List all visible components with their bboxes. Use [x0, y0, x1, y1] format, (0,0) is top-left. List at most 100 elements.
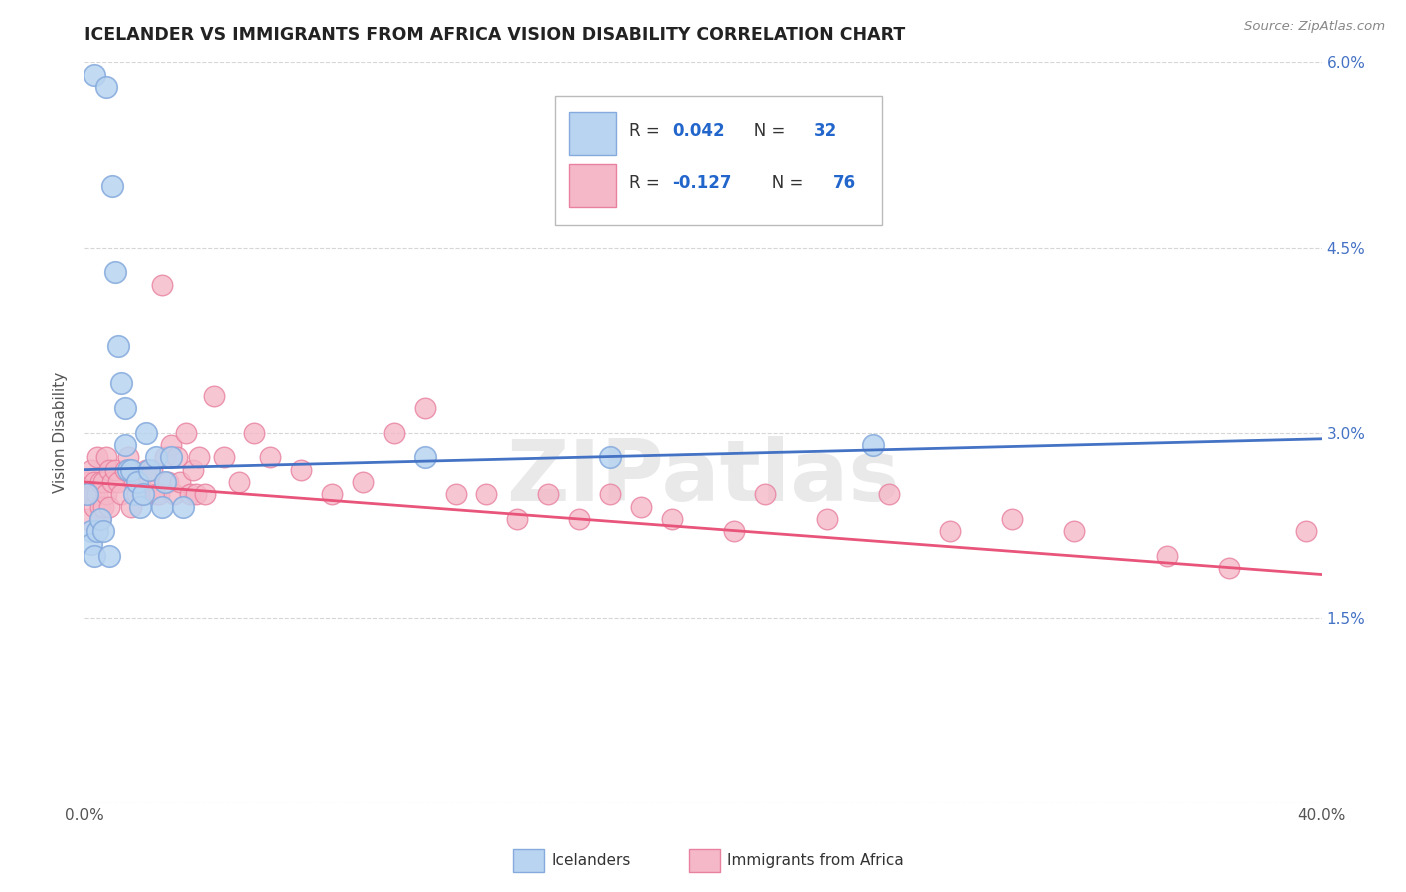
Bar [569, 164, 616, 207]
Point [939, 524, 962, 539]
Point [202, 388, 225, 402]
Text: N =: N = [756, 174, 808, 192]
Point [89, 512, 111, 526]
Point [114, 462, 136, 476]
Point [122, 487, 145, 501]
Point [86, 487, 108, 501]
Point [132, 487, 155, 501]
Point [141, 462, 163, 476]
Point [83, 549, 105, 563]
Point [98, 500, 121, 514]
Point [76, 512, 98, 526]
Point [754, 487, 776, 501]
Point [160, 450, 183, 465]
Point [382, 425, 405, 440]
Point [413, 401, 436, 415]
Point [98, 549, 121, 563]
Point [1156, 549, 1178, 563]
FancyBboxPatch shape [554, 95, 883, 226]
Point [259, 450, 281, 465]
Point [163, 487, 186, 501]
Point [135, 462, 157, 476]
Text: ZIPatlas: ZIPatlas [506, 435, 900, 518]
Point [444, 487, 467, 501]
Point [79, 536, 101, 550]
Point [599, 487, 621, 501]
Point [120, 462, 142, 476]
Point [138, 475, 160, 489]
Point [138, 462, 160, 476]
Point [83, 500, 105, 514]
Text: 32: 32 [814, 122, 838, 140]
Point [129, 475, 152, 489]
Point [145, 450, 167, 465]
Point [94, 450, 117, 465]
Point [91, 524, 114, 539]
Point [321, 487, 343, 501]
Point [153, 450, 176, 465]
Text: ICELANDER VS IMMIGRANTS FROM AFRICA VISION DISABILITY CORRELATION CHART: ICELANDER VS IMMIGRANTS FROM AFRICA VISI… [84, 26, 905, 45]
Point [290, 462, 312, 476]
Point [101, 178, 124, 193]
Point [169, 475, 191, 489]
Point [815, 512, 838, 526]
Point [101, 475, 124, 489]
Point [475, 487, 498, 501]
Point [862, 438, 884, 452]
Text: N =: N = [738, 122, 790, 140]
Point [114, 438, 136, 452]
Point [877, 487, 900, 501]
Point [148, 487, 170, 501]
Point [187, 450, 209, 465]
Point [120, 500, 142, 514]
Point [145, 487, 167, 501]
Point [129, 500, 152, 514]
Point [125, 475, 148, 489]
Point [86, 524, 108, 539]
Point [79, 487, 101, 501]
Point [150, 277, 173, 292]
Point [76, 487, 98, 501]
Text: Icelanders: Icelanders [551, 854, 630, 868]
Point [1295, 524, 1317, 539]
Point [160, 438, 183, 452]
Point [83, 68, 105, 82]
Point [107, 339, 129, 353]
Point [153, 475, 176, 489]
Y-axis label: Vision Disability: Vision Disability [53, 372, 69, 493]
Text: R =: R = [628, 122, 665, 140]
Point [135, 425, 157, 440]
Text: Immigrants from Africa: Immigrants from Africa [727, 854, 904, 868]
Point [104, 462, 127, 476]
Point [150, 500, 173, 514]
Point [125, 487, 148, 501]
Point [181, 462, 204, 476]
Point [76, 487, 98, 501]
Point [98, 462, 121, 476]
Point [172, 500, 194, 514]
Text: -0.127: -0.127 [672, 174, 731, 192]
Point [122, 475, 145, 489]
Text: 76: 76 [832, 174, 856, 192]
Text: 0.042: 0.042 [672, 122, 724, 140]
Point [243, 425, 266, 440]
Point [599, 450, 621, 465]
Point [179, 487, 201, 501]
Point [79, 462, 101, 476]
Point [630, 500, 652, 514]
Point [79, 524, 101, 539]
Point [76, 475, 98, 489]
Point [413, 450, 436, 465]
Text: Source: ZipAtlas.com: Source: ZipAtlas.com [1244, 20, 1385, 33]
Point [86, 450, 108, 465]
Point [94, 80, 117, 95]
Point [83, 487, 105, 501]
Point [537, 487, 560, 501]
Point [1001, 512, 1024, 526]
Point [110, 376, 132, 391]
Bar [569, 112, 616, 155]
Point [89, 475, 111, 489]
Point [91, 500, 114, 514]
Point [114, 401, 136, 415]
Point [117, 462, 139, 476]
